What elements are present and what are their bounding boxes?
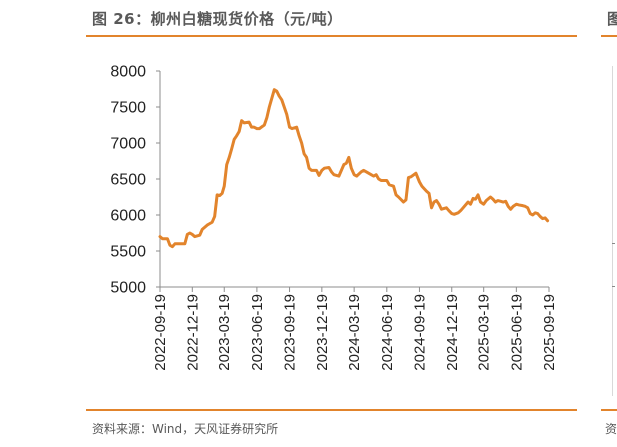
series-line-sugar-price bbox=[158, 88, 550, 249]
adjacent-figure-axis bbox=[612, 66, 613, 396]
x-tick-label: 2022-12-19 bbox=[184, 294, 201, 371]
y-tick-label: 5500 bbox=[110, 244, 146, 261]
source-rule bbox=[86, 409, 577, 411]
title-rule bbox=[86, 35, 577, 37]
adjacent-figure-source-fragment: 资 bbox=[605, 422, 617, 436]
adjacent-figure-tick bbox=[612, 286, 615, 287]
adjacent-figure-tick bbox=[612, 243, 615, 244]
x-tick-label: 2024-03-19 bbox=[346, 294, 363, 371]
x-tick-label: 2022-09-19 bbox=[152, 294, 169, 371]
adjacent-figure-title-fragment: 图 bbox=[607, 10, 617, 28]
x-tick-label: 2023-03-19 bbox=[216, 294, 233, 371]
source-note: 资料来源：Wind，天风证券研究所 bbox=[92, 422, 279, 436]
y-tick-label: 6500 bbox=[110, 172, 146, 189]
y-tick-label: 6000 bbox=[110, 208, 146, 225]
x-tick-label: 2024-06-19 bbox=[379, 294, 396, 371]
x-tick-label: 2023-12-19 bbox=[314, 294, 331, 371]
x-tick-label: 2025-06-19 bbox=[508, 294, 525, 371]
chart-title: 图 26：柳州白糖现货价格（元/吨） bbox=[92, 10, 343, 28]
x-tick-label: 2024-09-19 bbox=[411, 294, 428, 371]
x-tick-label: 2023-09-19 bbox=[282, 294, 299, 371]
x-tick-label: 2025-09-19 bbox=[541, 294, 558, 371]
x-tick-label: 2023-06-19 bbox=[249, 294, 266, 371]
y-tick-label: 7000 bbox=[110, 136, 146, 153]
y-tick-label: 8000 bbox=[110, 64, 146, 81]
y-tick-label: 7500 bbox=[110, 100, 146, 117]
plot-area bbox=[158, 88, 550, 249]
adjacent-figure-bottom-rule bbox=[601, 409, 617, 411]
adjacent-figure-rule bbox=[601, 35, 617, 37]
x-tick-label: 2024-12-19 bbox=[444, 294, 461, 371]
y-axis: 5000 5500 6000 6500 7000 7500 8000 bbox=[110, 64, 161, 297]
y-tick-label: 5000 bbox=[110, 280, 146, 297]
x-tick-label: 2025-03-19 bbox=[476, 294, 493, 371]
x-axis: 2022-09-19 2022-12-19 2023-03-19 2023-06-19… bbox=[152, 286, 558, 371]
